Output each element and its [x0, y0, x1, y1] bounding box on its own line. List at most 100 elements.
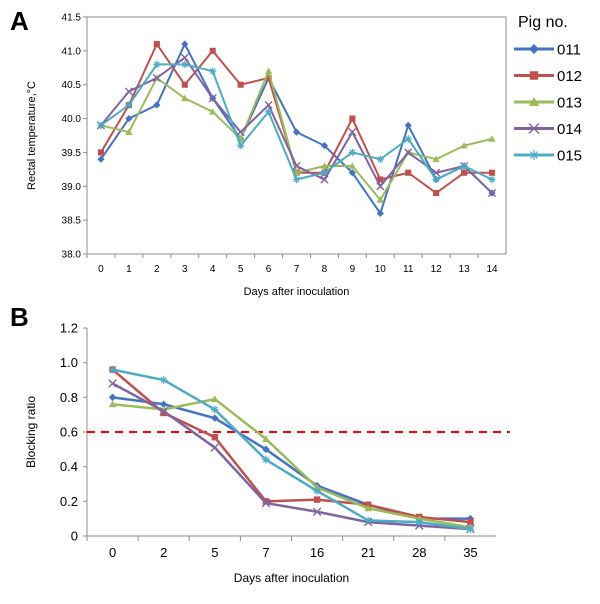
- series-line-012: [111, 368, 471, 524]
- data-point-015: [153, 60, 161, 68]
- data-point-011: [125, 114, 133, 123]
- x-tick-label-a: 14: [486, 264, 498, 275]
- plot-area-a: [86, 16, 507, 255]
- y-tick-label-a: 38.0: [62, 250, 82, 261]
- data-point-012: [153, 41, 160, 48]
- series-line-014: [111, 382, 471, 531]
- y-tick-label-b: 0.8: [60, 390, 78, 405]
- data-point-015: [488, 175, 496, 184]
- data-point-014: [487, 188, 497, 198]
- chart-b-blocking-ratio: 0 0.2 0.4 0.6 0.8 1.0 1.2 0 2 5 7 16 21 28 35 Days afte…: [24, 321, 510, 585]
- data-point-011: [97, 155, 105, 163]
- y-tick-label-a: 39.5: [62, 148, 82, 159]
- x-tick-label-b: 35: [463, 545, 477, 560]
- data-point-014: [348, 128, 357, 137]
- data-point-012: [265, 74, 272, 82]
- data-point-013: [125, 128, 133, 135]
- x-tick-label-a: 3: [182, 264, 188, 275]
- y-axis-title-a: Rectal temperature,°C: [26, 81, 38, 190]
- data-point-012: [405, 169, 412, 176]
- data-point-013: [320, 162, 329, 169]
- y-tick-label-a: 40.5: [62, 80, 82, 91]
- data-point-011: [159, 400, 168, 409]
- data-point-015: [262, 455, 270, 464]
- data-point-012: [181, 81, 188, 88]
- chart-a-temperature: 38.038.539.039.540.040.541.041.50 1 2 3 4 5 6 7…: [26, 13, 507, 298]
- y-tick-label-b: 0.4: [60, 459, 78, 474]
- data-point-012: [209, 47, 216, 54]
- x-tick-label-a: 10: [375, 264, 387, 275]
- x-tick-label-a: 0: [98, 264, 104, 275]
- data-point-013: [376, 196, 384, 203]
- x-tick-label-a: 5: [238, 264, 244, 275]
- data-point-013: [488, 135, 496, 142]
- data-point-014: [292, 161, 301, 171]
- data-point-015: [466, 525, 475, 533]
- y-tick-label-a: 39.0: [62, 182, 82, 193]
- data-point-011: [181, 40, 189, 48]
- data-point-012: [237, 81, 244, 88]
- data-point-015: [313, 487, 321, 495]
- data-point-014: [208, 94, 217, 103]
- data-point-015: [237, 142, 245, 150]
- data-point-015: [97, 121, 105, 129]
- y-tick-label-b: 1.2: [60, 321, 78, 336]
- x-tick-label-a: 6: [266, 264, 272, 275]
- legend-label-015: 015: [557, 148, 582, 165]
- x-tick-label-b: 7: [262, 545, 269, 560]
- data-point-014: [159, 406, 168, 416]
- data-point-015: [348, 148, 356, 157]
- data-point-012: [377, 176, 384, 183]
- data-point-011: [262, 445, 270, 454]
- data-point-012: [313, 496, 321, 503]
- y-tick-label-b: 1.0: [60, 355, 78, 370]
- x-axis-title-a: Days after inoculation: [244, 286, 350, 298]
- legend-label-014: 014: [557, 121, 582, 138]
- data-point-011: [211, 414, 219, 422]
- data-point-012: [433, 189, 440, 197]
- data-point-011: [108, 393, 117, 402]
- x-tick-label-a: 9: [350, 264, 356, 275]
- data-point-012: [488, 169, 496, 176]
- data-point-014: [180, 53, 189, 62]
- data-point-011: [404, 121, 412, 129]
- data-point-015: [432, 175, 440, 184]
- x-tick-label-a: 2: [154, 264, 160, 275]
- legend-marker-013: [529, 97, 539, 106]
- data-point-014: [404, 148, 413, 157]
- data-point-015: [292, 175, 301, 184]
- series-line-013: [112, 397, 471, 529]
- data-point-015: [181, 60, 189, 68]
- data-point-012: [467, 518, 474, 526]
- x-tick-label-b: 0: [109, 545, 116, 560]
- data-point-014: [210, 443, 220, 452]
- data-point-014: [108, 379, 117, 388]
- data-point-013: [460, 142, 468, 149]
- y-tick-label-b: 0.2: [60, 494, 78, 509]
- panel-a-label: A: [10, 6, 29, 36]
- x-tick-label-a: 13: [459, 264, 471, 275]
- legend-marker-011: [529, 44, 539, 54]
- x-tick-label-b: 5: [211, 545, 218, 560]
- y-axis-title-b: Blocking ratio: [24, 396, 38, 468]
- data-point-014: [312, 507, 322, 517]
- data-point-013: [181, 94, 189, 102]
- data-point-012: [461, 169, 468, 176]
- data-point-015: [211, 405, 219, 414]
- series-line-015: [112, 368, 471, 531]
- data-point-013: [209, 108, 217, 115]
- data-point-015: [108, 365, 117, 374]
- legend-marker-015: [529, 150, 539, 160]
- y-tick-label-b: 0.6: [60, 425, 78, 440]
- x-axis-title-b: Days after inoculation: [234, 571, 349, 585]
- data-point-014: [124, 87, 133, 96]
- x-tick-label-b: 21: [361, 545, 375, 560]
- data-point-015: [320, 169, 329, 177]
- data-point-014: [376, 182, 385, 191]
- x-tick-label-b: 16: [310, 545, 324, 560]
- data-point-012: [97, 149, 105, 156]
- data-point-014: [264, 100, 273, 110]
- data-point-013: [262, 435, 270, 442]
- data-point-015: [125, 101, 133, 109]
